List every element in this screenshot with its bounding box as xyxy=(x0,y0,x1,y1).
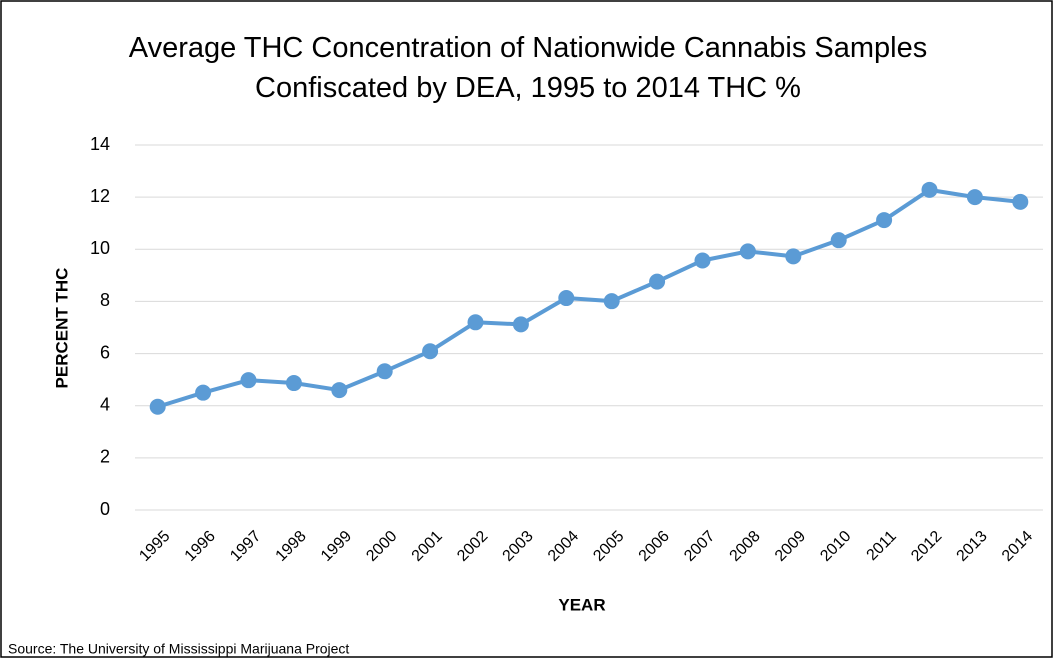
data-point xyxy=(376,363,393,380)
data-point xyxy=(331,382,348,399)
data-point xyxy=(785,248,802,265)
data-point xyxy=(603,293,620,310)
chart-title: Average THC Concentration of Nationwide … xyxy=(128,32,928,104)
data-point xyxy=(1012,193,1029,210)
data-point xyxy=(966,189,983,206)
data-point xyxy=(467,314,484,331)
y-tick-label: 0 xyxy=(100,499,110,519)
y-tick-label: 10 xyxy=(90,238,110,258)
data-point xyxy=(921,181,938,198)
data-point xyxy=(558,290,575,307)
data-point xyxy=(149,398,166,415)
data-point xyxy=(694,252,711,269)
data-point xyxy=(512,316,529,333)
source-note: Source: The University of Mississippi Ma… xyxy=(8,641,349,657)
x-axis-label: YEAR xyxy=(558,595,605,614)
y-tick-label: 6 xyxy=(100,342,110,362)
y-tick-label: 12 xyxy=(90,186,110,206)
y-tick-label: 14 xyxy=(90,134,110,154)
data-point xyxy=(739,243,756,260)
data-point xyxy=(830,232,847,249)
y-tick-label: 2 xyxy=(100,447,110,467)
data-point xyxy=(195,384,212,401)
data-point xyxy=(240,372,257,389)
data-point xyxy=(649,273,666,290)
data-point xyxy=(422,343,439,360)
data-point xyxy=(285,375,302,392)
y-tick-label: 8 xyxy=(100,290,110,310)
data-point xyxy=(876,212,893,229)
y-axis-label: PERCENT THC xyxy=(52,268,71,389)
y-tick-label: 4 xyxy=(100,394,110,414)
